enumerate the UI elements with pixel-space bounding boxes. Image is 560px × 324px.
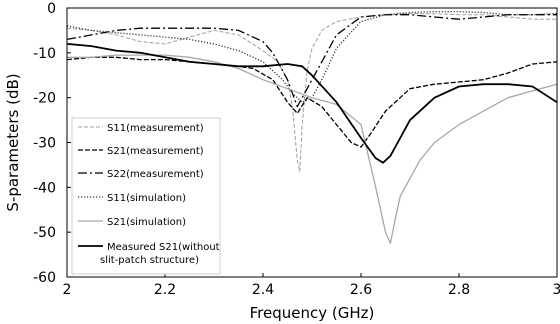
legend-label: S11(measurement) [107,123,204,134]
x-tick-label: 2.4 [252,282,274,298]
y-axis-label: S-parameters (dB) [4,73,22,211]
series-line-6 [66,43,558,164]
series-line-4 [66,10,558,103]
x-tick-label: 2 [63,282,72,298]
x-tick-label: 3 [553,282,560,298]
x-tick-label: 2.2 [154,282,176,298]
legend-label: S11(simulation) [107,193,186,204]
legend-label: S22(measurement) [107,169,204,180]
y-tick-label: -20 [33,91,56,107]
legend-label: Measured S21(without slit-patch structure… [100,242,220,266]
series-line-1 [66,12,557,173]
x-tick-label: 2.6 [350,282,372,298]
legend-box [71,117,221,275]
plot-lines [66,10,558,245]
axis-ticks [66,7,558,278]
x-axis-label: Frequency (GHz) [250,304,375,322]
y-tick-label: -10 [33,46,56,62]
tick-labels: 2 2.2 2.4 2.6 2.8 3 0 -10 -20 -30 -40 -50 -60 [33,1,560,298]
legend-label: S21(measurement) [107,146,204,157]
y-tick-label: -30 [33,136,56,152]
y-tick-label: -40 [33,180,56,196]
y-tick-label: 0 [47,1,56,17]
legend-label: S21(simulation) [107,217,186,228]
x-tick-label: 2.8 [448,282,470,298]
y-tick-label: -50 [33,225,56,241]
series-line-2 [66,56,558,148]
series-line-3 [66,14,557,108]
series-line-5 [67,54,558,245]
legend: S11(measurement) S21(measurement) S22(meas… [71,117,221,275]
y-tick-label: -60 [33,270,56,286]
